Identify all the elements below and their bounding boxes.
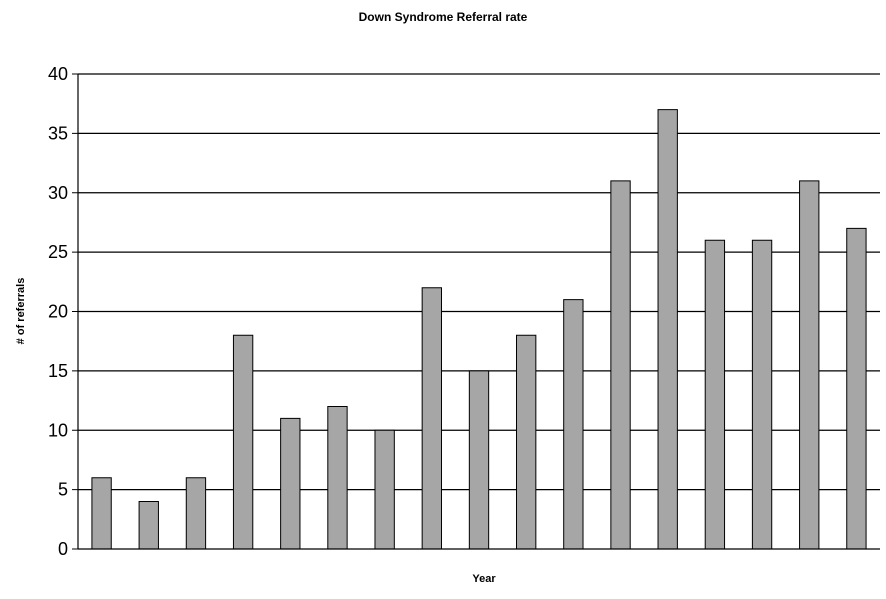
x-axis-label: Year	[472, 573, 496, 585]
bar	[232, 334, 254, 550]
bar	[799, 180, 820, 550]
bar	[610, 180, 631, 550]
bar	[751, 239, 773, 550]
bar	[657, 109, 678, 550]
y-axis-label: # of referrals	[15, 278, 27, 345]
bars	[91, 109, 867, 550]
y-tick-labels: 0 5 10 15 20 25 30 35 40	[48, 64, 68, 559]
bar	[563, 299, 584, 550]
axes	[77, 74, 880, 550]
y-tick-label: 20	[48, 302, 68, 322]
bar	[138, 501, 159, 550]
bar	[468, 370, 490, 550]
y-tick-label: 40	[48, 64, 68, 84]
bar	[516, 334, 537, 550]
y-tick-label: 35	[48, 123, 68, 143]
y-tick-label: 10	[48, 420, 68, 440]
y-tick-label: 30	[48, 183, 68, 203]
y-tick-label: 25	[48, 242, 68, 262]
bar	[280, 417, 301, 550]
bar	[421, 287, 442, 550]
y-tick-label: 0	[58, 539, 68, 559]
chart-title: Down Syndrome Referral rate	[359, 10, 528, 24]
bar	[327, 406, 348, 550]
bar	[704, 239, 726, 550]
bar	[374, 429, 395, 550]
bar	[846, 227, 867, 550]
y-tick-label: 15	[48, 361, 68, 381]
bar	[185, 477, 207, 550]
y-tick-label: 5	[58, 480, 68, 500]
bar	[91, 477, 112, 550]
